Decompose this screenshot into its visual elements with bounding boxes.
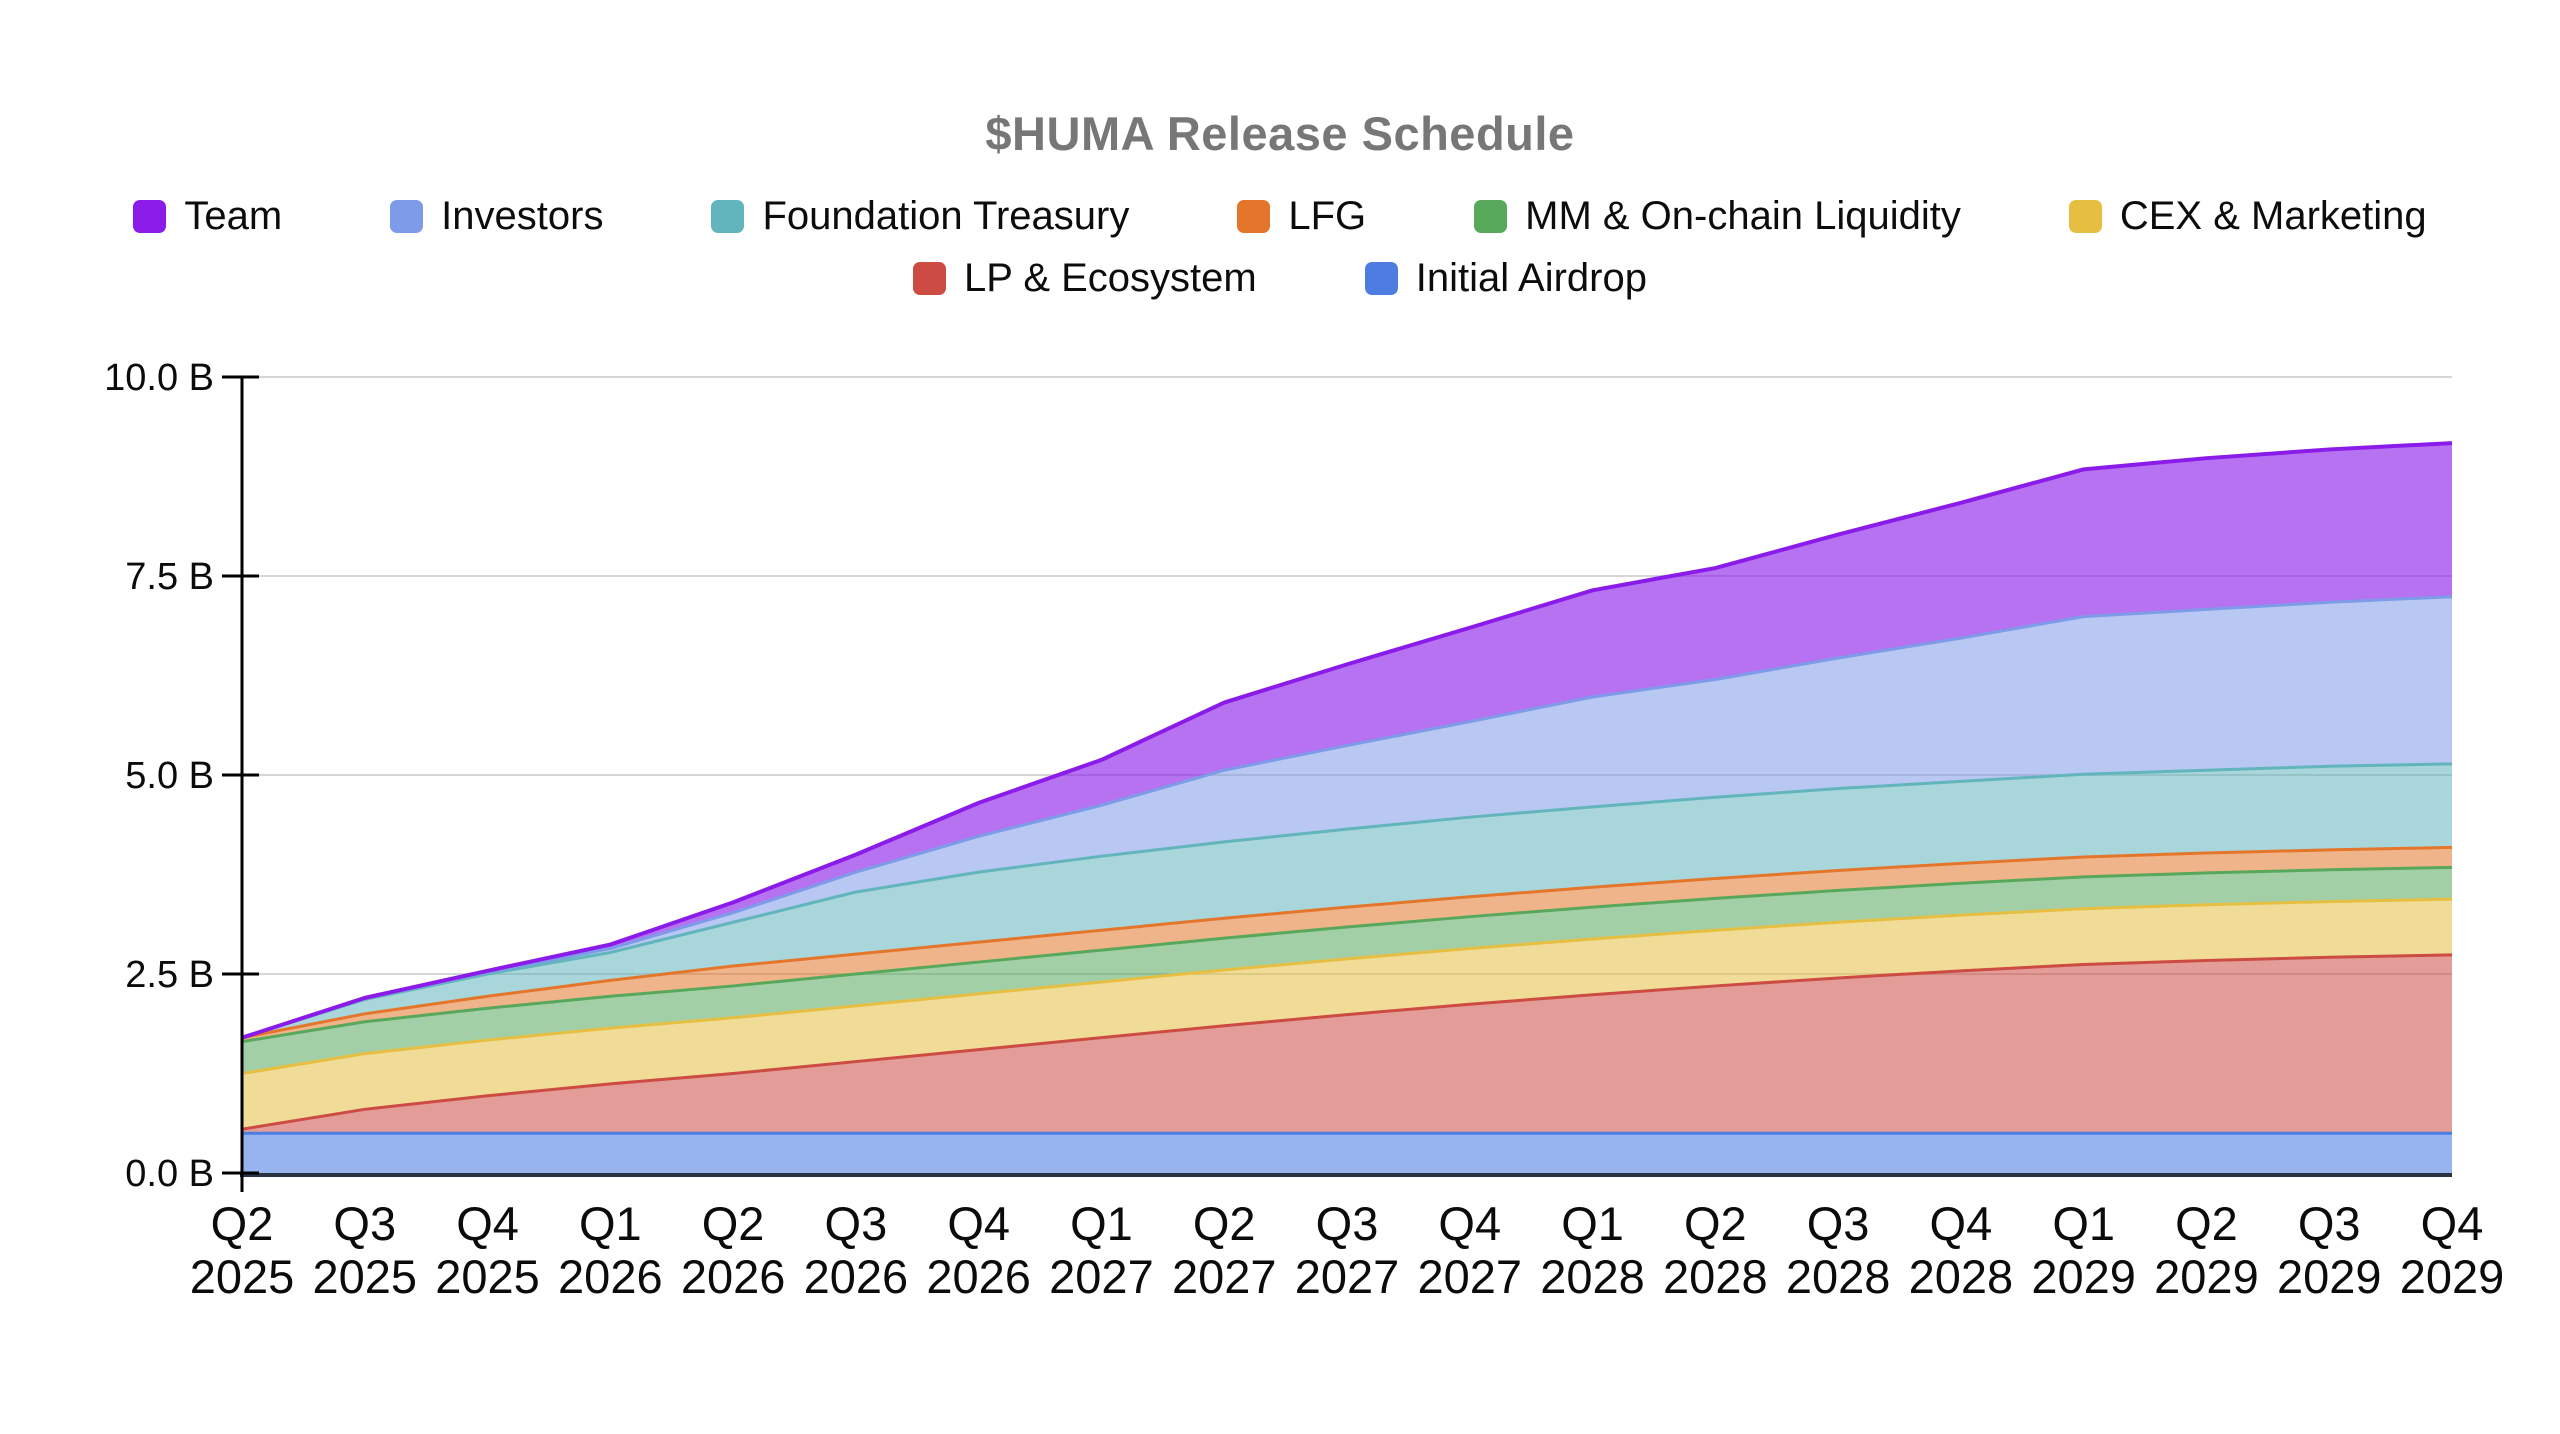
x-axis-label-year: 2029	[2154, 1250, 2259, 1303]
x-axis-label-quarter: Q4	[2421, 1197, 2484, 1250]
x-axis-label-quarter: Q2	[1684, 1197, 1747, 1250]
legend-swatch-team	[133, 200, 167, 233]
line-cex-marketing	[241, 897, 2453, 1075]
legend-item-investors: Investors	[390, 194, 603, 239]
area-lp-ecosystem	[242, 954, 2452, 1134]
x-axis-label-quarter: Q2	[2175, 1197, 2238, 1250]
legend-label-lp-ecosystem: LP & Ecosystem	[964, 256, 1257, 300]
x-axis-label-quarter: Q2	[1193, 1197, 1256, 1250]
x-axis-label-year: 2026	[558, 1250, 663, 1303]
y-axis-label: 0.0 B	[125, 1153, 214, 1195]
legend-swatch-cex-marketing	[2068, 200, 2102, 233]
legend-swatch-initial-airdrop	[1364, 262, 1398, 295]
legend-swatch-mm-on-chain-liquidity	[1474, 200, 1508, 233]
chart-title: $HUMA Release Schedule	[985, 107, 1575, 160]
x-axis-label-year: 2029	[2400, 1250, 2505, 1303]
x-axis-label-year: 2028	[1909, 1250, 2014, 1303]
x-axis-label-year: 2027	[1417, 1250, 1522, 1303]
x-axis-label-year: 2028	[1786, 1250, 1891, 1303]
x-axis-label-year: 2027	[1172, 1250, 1277, 1303]
x-axis-label-year: 2025	[435, 1250, 540, 1303]
x-axis-label-quarter: Q1	[1070, 1197, 1133, 1250]
legend-item-initial-airdrop: Initial Airdrop	[1364, 256, 1647, 301]
x-axis-label-quarter: Q4	[947, 1197, 1010, 1250]
legend-row-2: LP & Ecosystem Initial Airdrop	[913, 256, 1647, 301]
legend-label-investors: Investors	[441, 194, 604, 238]
line-foundation-treasury	[241, 762, 2453, 1040]
legend-label-lfg: LFG	[1288, 194, 1367, 238]
legend-item-cex-marketing: CEX & Marketing	[2068, 194, 2427, 239]
x-axis-label-quarter: Q3	[2298, 1197, 2361, 1250]
x-axis-label-year: 2028	[1540, 1250, 1645, 1303]
legend-label-foundation-treasury: Foundation Treasury	[762, 194, 1130, 238]
x-axis-label-year: 2026	[681, 1250, 786, 1303]
line-lp-ecosystem	[241, 953, 2453, 1131]
x-axis-label-quarter: Q1	[579, 1197, 642, 1250]
x-axis-label-quarter: Q1	[2052, 1197, 2115, 1250]
x-axis-label-year: 2026	[926, 1250, 1031, 1303]
legend-label-cex-marketing: CEX & Marketing	[2119, 194, 2427, 238]
legend-item-mm-on-chain-liquidity: MM & On-chain Liquidity	[1474, 194, 1961, 239]
x-axis-label-quarter: Q4	[1438, 1197, 1501, 1250]
x-axis-label-quarter: Q3	[1807, 1197, 1870, 1250]
legend-swatch-lfg	[1237, 200, 1271, 233]
x-axis-label-year: 2028	[1663, 1250, 1768, 1303]
x-axis-label-year: 2026	[804, 1250, 909, 1303]
legend: Team Investors Foundation Treasury LFG MM & …	[0, 194, 2560, 301]
line-team	[241, 441, 2453, 1040]
x-axis-label-quarter: Q2	[702, 1197, 765, 1250]
y-axis-label: 7.5 B	[125, 556, 214, 598]
area-team	[242, 443, 2452, 1038]
legend-item-lfg: LFG	[1237, 194, 1366, 239]
legend-item-team: Team	[133, 194, 282, 239]
x-axis-label-quarter: Q3	[333, 1197, 396, 1250]
line-lfg	[241, 845, 2453, 1040]
area-foundation-treasury	[242, 763, 2452, 1038]
legend-swatch-foundation-treasury	[711, 200, 745, 233]
y-axis-label: 2.5 B	[125, 954, 214, 996]
x-axis-label-year: 2025	[312, 1250, 417, 1303]
x-axis-label-year: 2027	[1049, 1250, 1154, 1303]
legend-row-1: Team Investors Foundation Treasury LFG MM & …	[133, 194, 2427, 239]
x-axis-label-year: 2029	[2031, 1250, 2136, 1303]
legend-item-lp-ecosystem: LP & Ecosystem	[913, 256, 1257, 301]
legend-swatch-lp-ecosystem	[913, 262, 947, 295]
x-axis-label-quarter: Q3	[1316, 1197, 1379, 1250]
x-axis-label-year: 2027	[1295, 1250, 1400, 1303]
x-axis-label-quarter: Q3	[825, 1197, 888, 1250]
x-axis-label-year: 2025	[190, 1250, 295, 1303]
x-axis-label-quarter: Q4	[456, 1197, 519, 1250]
line-mm-on-chain-liquidity	[241, 865, 2453, 1044]
area-mm-on-chain-liquidity	[242, 867, 2452, 1074]
x-axis-label-quarter: Q1	[1561, 1197, 1624, 1250]
area-investors	[242, 596, 2452, 1038]
legend-label-team: Team	[184, 194, 283, 238]
legend-label-initial-airdrop: Initial Airdrop	[1415, 256, 1647, 300]
legend-label-mm-on-chain-liquidity: MM & On-chain Liquidity	[1525, 194, 1961, 238]
y-axis-label: 5.0 B	[125, 755, 214, 797]
legend-swatch-investors	[390, 200, 424, 233]
x-axis-label-quarter: Q2	[211, 1197, 274, 1250]
x-axis-label-quarter: Q4	[1930, 1197, 1993, 1250]
line-investors	[241, 595, 2453, 1040]
area-lfg	[242, 847, 2452, 1042]
legend-item-foundation-treasury: Foundation Treasury	[711, 194, 1129, 239]
area-initial-airdrop	[242, 1133, 2452, 1173]
x-axis-label-year: 2029	[2277, 1250, 2382, 1303]
y-axis-label: 10.0 B	[104, 357, 214, 399]
